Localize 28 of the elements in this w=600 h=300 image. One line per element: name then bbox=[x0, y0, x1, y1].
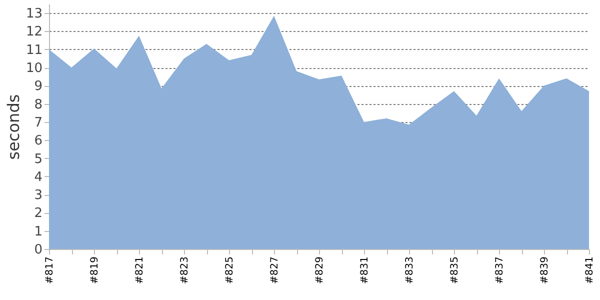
y-tick-label: 11 bbox=[26, 42, 42, 58]
x-tick-label: #825 bbox=[224, 256, 236, 284]
x-tick-label: #821 bbox=[134, 256, 146, 284]
y-tick-label: 4 bbox=[34, 170, 42, 185]
x-tick-label: #831 bbox=[360, 256, 370, 284]
y-tick-label: 6 bbox=[34, 134, 42, 149]
y-tick-label: 5 bbox=[34, 152, 42, 167]
x-tick-label: #835 bbox=[450, 256, 460, 284]
y-axis-title: seconds bbox=[4, 94, 23, 160]
x-tick-label: #837 bbox=[494, 256, 506, 284]
y-tick-label: 3 bbox=[34, 188, 42, 204]
y-tick-label: 10 bbox=[26, 61, 42, 76]
y-tick-label: 2 bbox=[34, 206, 42, 222]
y-tick-label: 7 bbox=[34, 115, 42, 130]
y-tick-label: 13 bbox=[26, 6, 42, 22]
x-tick-label: #817 bbox=[44, 256, 56, 284]
x-tick-label: #841 bbox=[584, 256, 596, 284]
y-tick-label: 1 bbox=[34, 224, 42, 240]
x-tick-label: #829 bbox=[314, 256, 326, 284]
y-tick-label: 8 bbox=[34, 97, 42, 112]
y-tick-label: 12 bbox=[26, 24, 42, 40]
y-tick-label: 9 bbox=[34, 79, 42, 94]
x-tick-label: #819 bbox=[90, 256, 100, 284]
x-tick-label: #823 bbox=[180, 256, 190, 284]
y-tick-label: 0 bbox=[34, 242, 42, 258]
x-tick-label: #839 bbox=[540, 256, 550, 284]
x-tick-label: #827 bbox=[270, 256, 280, 284]
x-tick-label: #833 bbox=[404, 256, 416, 284]
